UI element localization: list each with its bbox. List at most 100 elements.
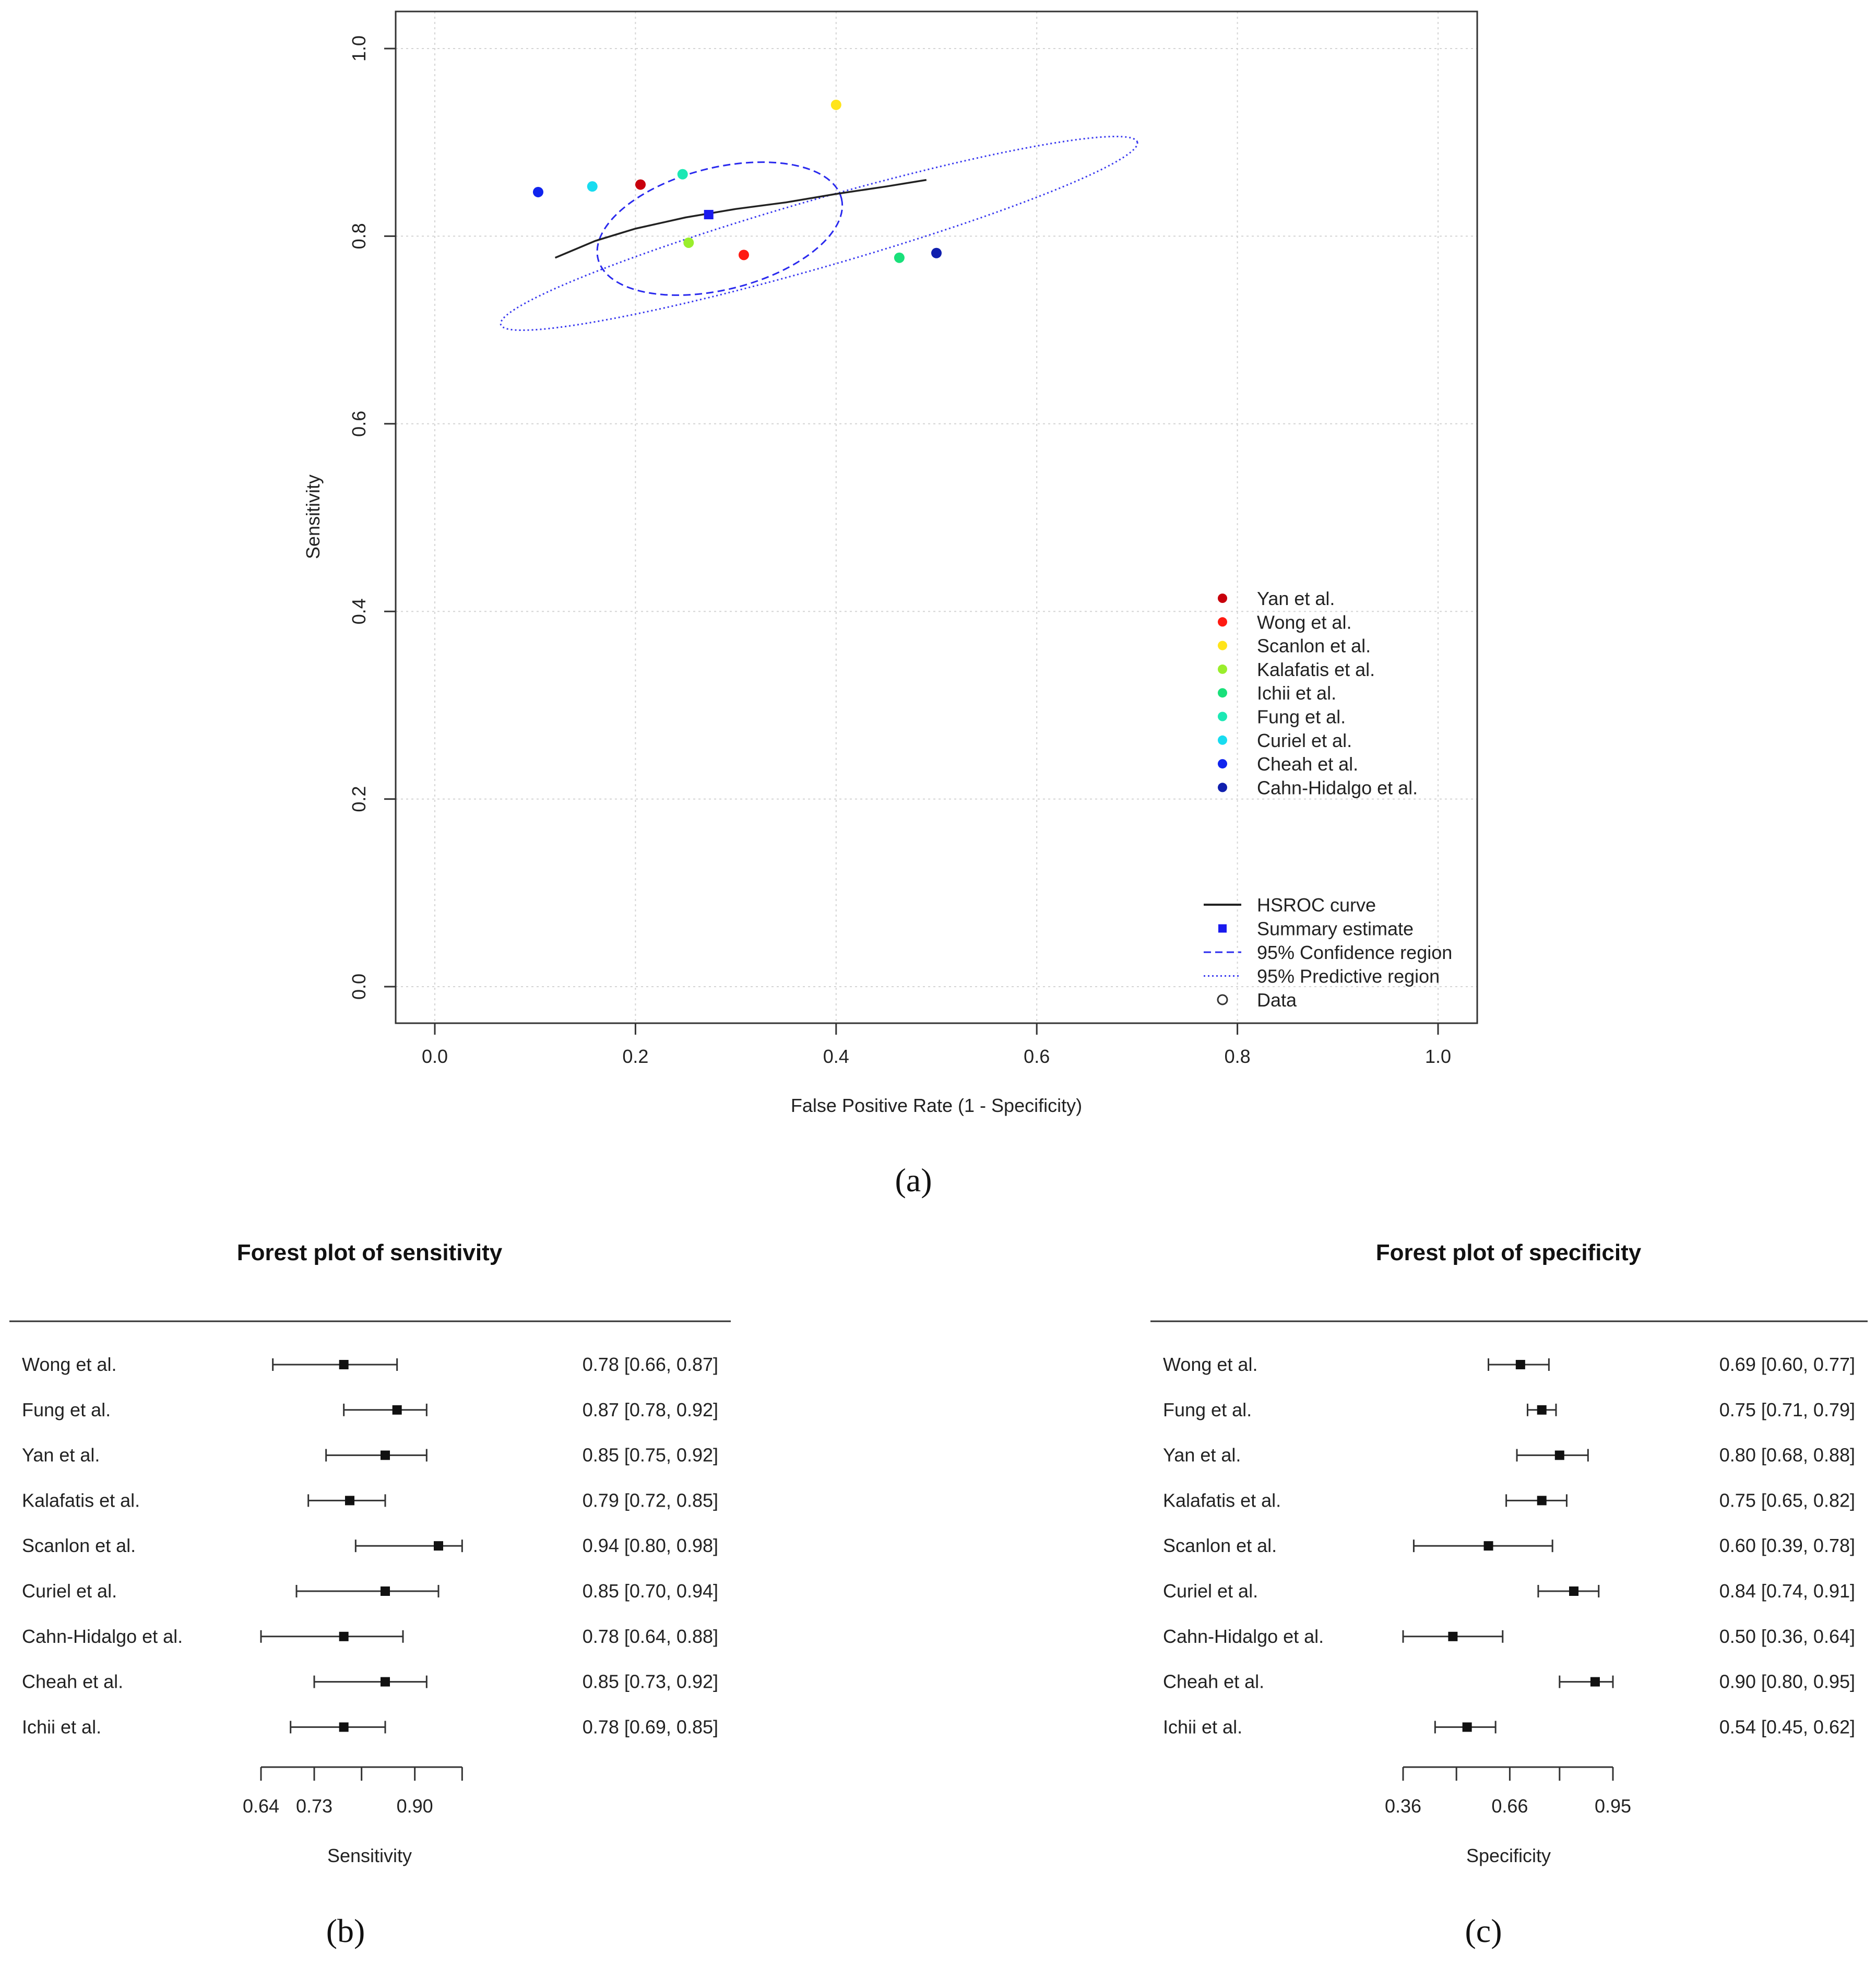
legend-label: Fung et al. [1257, 706, 1346, 728]
legend-marker [1218, 783, 1227, 792]
estimate-label: 0.87 [0.78, 0.92] [583, 1399, 718, 1420]
data-point [587, 181, 598, 192]
study-name: Yan et al. [1163, 1444, 1241, 1466]
point-estimate [1537, 1405, 1547, 1415]
legend: Yan et al.Wong et al.Scanlon et al.Kalaf… [1204, 588, 1452, 1011]
study-name: Cahn-Hidalgo et al. [22, 1626, 183, 1647]
estimate-label: 0.84 [0.74, 0.91] [1719, 1580, 1855, 1602]
data-points [532, 99, 942, 263]
x-tick-label: 0.66 [1491, 1795, 1528, 1817]
estimate-label: 0.78 [0.64, 0.88] [583, 1626, 718, 1647]
y-tick-label: 0.6 [348, 411, 370, 437]
point-estimate [339, 1631, 349, 1641]
legend-label: Scanlon et al. [1257, 635, 1371, 657]
x-tick-label: 0.36 [1385, 1795, 1421, 1817]
estimate-label: 0.54 [0.45, 0.62] [1719, 1716, 1855, 1737]
data-point [931, 247, 942, 258]
point-estimate [1590, 1677, 1600, 1687]
point-estimate [1569, 1586, 1579, 1596]
x-tick-label: 0.95 [1595, 1795, 1631, 1817]
estimate-label: 0.85 [0.75, 0.92] [583, 1444, 718, 1466]
legend-label: Yan et al. [1257, 588, 1335, 609]
grid [396, 11, 1477, 1023]
study-name: Wong et al. [1163, 1354, 1257, 1375]
x-tick-label: 0.2 [622, 1046, 648, 1067]
legend-data-marker [1217, 994, 1228, 1005]
point-estimate [1537, 1496, 1547, 1506]
legend-marker [1218, 759, 1227, 769]
estimate-label: 0.79 [0.72, 0.85] [583, 1489, 718, 1511]
study-name: Cheah et al. [1163, 1671, 1264, 1692]
study-name: Ichii et al. [1163, 1716, 1242, 1737]
estimate-label: 0.85 [0.73, 0.92] [583, 1671, 718, 1692]
x-tick-label: 0.4 [823, 1046, 849, 1067]
point-estimate [1483, 1541, 1493, 1551]
x-tick-label: 0.90 [397, 1795, 433, 1817]
legend-label: Cahn-Hidalgo et al. [1257, 777, 1418, 798]
data-point [683, 237, 694, 248]
point-estimate [1554, 1450, 1564, 1460]
study-name: Kalafatis et al. [1163, 1489, 1281, 1511]
forest-plot-sensitivity: Forest plot of sensitivity Wong et al. 0.7… [9, 1240, 731, 1949]
study-name: Fung et al. [1163, 1399, 1252, 1420]
study-name: Curiel et al. [22, 1580, 117, 1602]
point-estimate [381, 1450, 390, 1460]
estimate-label: 0.75 [0.65, 0.82] [1719, 1489, 1855, 1511]
estimate-label: 0.60 [0.39, 0.78] [1719, 1535, 1855, 1556]
legend-marker [1218, 594, 1227, 603]
x-tick-label: 1.0 [1425, 1046, 1451, 1067]
regions [500, 135, 1138, 331]
study-name: Curiel et al. [1163, 1580, 1258, 1602]
caption: (b) [326, 1912, 365, 1949]
summary-estimate-marker [704, 210, 714, 220]
y-tick-label: 0.8 [348, 223, 370, 249]
hsroc-curve [554, 179, 927, 259]
data-point [532, 186, 543, 197]
point-estimate [381, 1677, 390, 1687]
estimate-label: 0.94 [0.80, 0.98] [583, 1535, 718, 1556]
forest-title: Forest plot of sensitivity [237, 1240, 503, 1265]
estimate-label: 0.85 [0.70, 0.94] [583, 1580, 718, 1602]
study-name: Yan et al. [22, 1444, 100, 1466]
estimate-label: 0.50 [0.36, 0.64] [1719, 1626, 1855, 1647]
study-name: Wong et al. [22, 1354, 116, 1375]
legend-marker [1218, 617, 1227, 627]
estimate-label: 0.78 [0.69, 0.85] [583, 1716, 718, 1737]
legend-label: Ichii et al. [1257, 682, 1336, 704]
x-tick-label: 0.64 [243, 1795, 279, 1817]
data-point [635, 179, 646, 190]
legend-label: Kalafatis et al. [1257, 659, 1375, 680]
x-axis-label: Specificity [1466, 1845, 1551, 1866]
plot-frame [395, 10, 1478, 1024]
y-tick-label: 1.0 [348, 35, 370, 62]
data-point [894, 252, 905, 263]
forest-plot-specificity: Forest plot of specificity Wong et al. 0.6… [1150, 1240, 1868, 1949]
study-name: Cahn-Hidalgo et al. [1163, 1626, 1324, 1647]
y-tick-label: 0.4 [348, 598, 370, 624]
study-name: Cheah et al. [22, 1671, 123, 1692]
study-name: Ichii et al. [22, 1716, 101, 1737]
data-point [677, 169, 688, 180]
estimate-label: 0.90 [0.80, 0.95] [1719, 1671, 1855, 1692]
legend-label: Wong et al. [1257, 611, 1351, 633]
estimate-label: 0.78 [0.66, 0.87] [583, 1354, 718, 1375]
y-axis-label: Sensitivity [302, 475, 324, 559]
estimate-label: 0.80 [0.68, 0.88] [1719, 1444, 1855, 1466]
x-tick-label: 0.6 [1024, 1046, 1050, 1067]
data-point [738, 250, 749, 260]
legend-label: 95% Predictive region [1257, 966, 1440, 987]
x-tick-label: 0.0 [422, 1046, 448, 1067]
data-point [830, 99, 841, 110]
point-estimate [339, 1360, 349, 1369]
point-estimate [345, 1496, 354, 1506]
legend-label: 95% Confidence region [1257, 942, 1452, 963]
x-tick-label: 0.73 [296, 1795, 333, 1817]
study-name: Kalafatis et al. [22, 1489, 140, 1511]
legend-marker [1218, 688, 1227, 698]
x-axis-label: False Positive Rate (1 - Specificity) [791, 1095, 1082, 1116]
predictive-region-ellipse [500, 135, 1138, 331]
y-tick-label: 0.0 [348, 974, 370, 1000]
legend-label: Data [1257, 989, 1297, 1011]
point-estimate [1515, 1360, 1525, 1369]
legend-label: Cheah et al. [1257, 753, 1358, 775]
